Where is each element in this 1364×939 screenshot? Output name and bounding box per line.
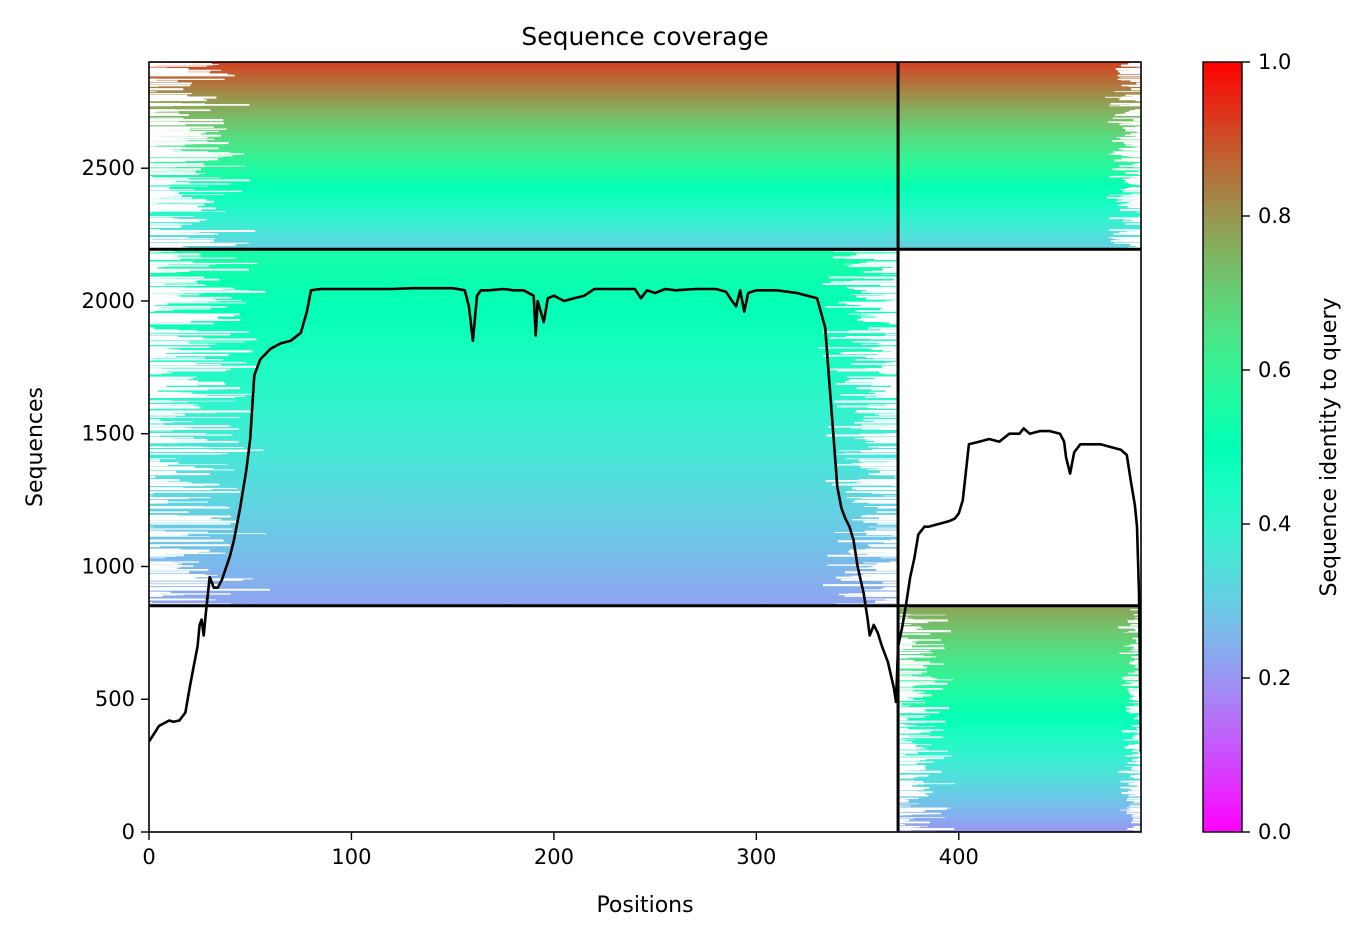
colorbar-tick-label: 1.0	[1258, 50, 1291, 74]
block-domain1-only	[149, 249, 899, 606]
colorbar-tick-label: 0.4	[1258, 512, 1291, 536]
x-tick-label: 0	[142, 845, 155, 869]
y-tick-label: 1500	[82, 422, 135, 446]
y-tick-label: 0	[122, 820, 135, 844]
chart-title: Sequence coverage	[521, 22, 768, 51]
y-axis-title: Sequences	[23, 387, 48, 507]
y-axis: 0 500 1000 1500 2000 2500	[82, 156, 149, 844]
colorbar-tick-label: 0.8	[1258, 204, 1291, 228]
x-tick-label: 200	[534, 845, 574, 869]
coverage-line	[149, 286, 1141, 753]
x-axis-title: Positions	[596, 893, 693, 918]
colorbar: 0.0 0.2 0.4 0.6 0.8 1.0 Sequence identity to …	[1202, 50, 1342, 844]
x-axis: 0 100 200 300 400	[142, 832, 979, 869]
x-tick-label: 400	[939, 845, 979, 869]
x-tick-label: 300	[736, 845, 776, 869]
y-tick-label: 1000	[82, 554, 135, 578]
colorbar-tick-label: 0.0	[1258, 820, 1291, 844]
colorbar-tick-label: 0.2	[1258, 666, 1291, 690]
coverage-blocks	[149, 62, 1141, 832]
block-full-length	[149, 62, 1141, 250]
plot-frame	[148, 61, 1142, 833]
colorbar-tick-label: 0.6	[1258, 358, 1291, 382]
colorbar-ticks: 0.0 0.2 0.4 0.6 0.8 1.0	[1242, 50, 1291, 844]
block-domain2-only	[898, 605, 1141, 832]
y-tick-label: 2500	[82, 156, 135, 180]
y-tick-label: 2000	[82, 289, 135, 313]
colorbar-label: Sequence identity to query	[1317, 297, 1342, 596]
x-tick-label: 100	[331, 845, 371, 869]
block-dividers	[149, 62, 1141, 832]
colorbar-gradient	[1202, 61, 1243, 833]
y-tick-label: 500	[95, 687, 135, 711]
